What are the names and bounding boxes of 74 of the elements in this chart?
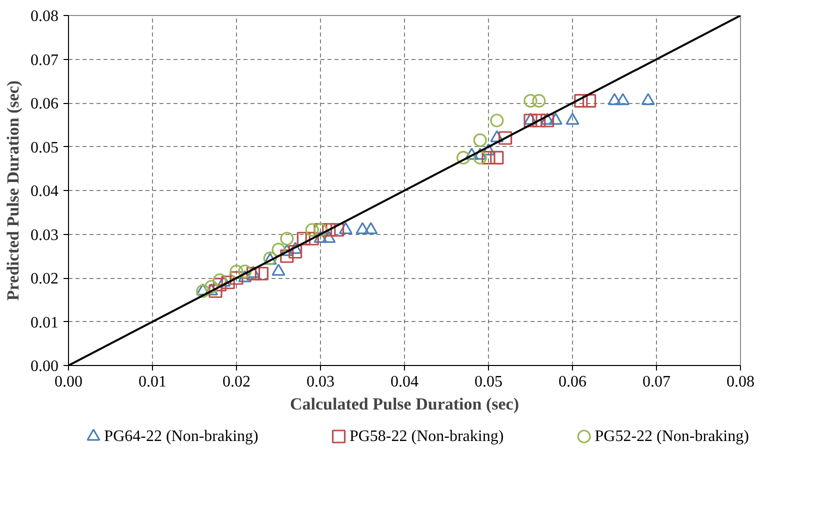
point [566,112,580,125]
x-tick-label: 0.07 [642,374,670,390]
point [330,223,344,237]
point [238,270,252,282]
point [608,93,622,106]
point [524,114,538,128]
point [490,150,504,164]
point [322,230,336,243]
y-tick-label: 0.05 [30,139,58,156]
point [532,94,546,108]
point [456,150,470,164]
point [482,150,496,164]
point [548,112,562,125]
x-tick-label: 0.01 [138,374,166,390]
point [280,249,294,263]
point [574,94,588,108]
point [356,222,370,234]
point [524,94,538,108]
point [238,264,252,278]
x-tick-label: 0.06 [558,374,586,390]
y-tick-label: 0.06 [30,96,58,112]
y-tick-label: 0.01 [30,314,58,332]
legend-label: PG52-22 (Non-braking) [594,428,749,445]
point [212,278,226,292]
point [212,273,226,287]
legend-label: PG64-22 (Non-braking) [104,428,258,445]
point [204,280,218,294]
legend-label: PG58-22 (Non-braking) [349,428,504,445]
y-tick-label: 0.04 [30,183,58,200]
x-axis-title: Calculated Pulse Duration (sec) [290,394,520,414]
point [364,222,378,234]
x-tick-label: 0.00 [54,374,82,390]
x-tick-label: 0.02 [222,374,250,390]
point [280,232,294,246]
point [473,133,487,147]
point [464,148,478,160]
point [196,284,210,298]
point [582,94,596,108]
point [230,271,244,285]
point [641,93,655,106]
point [305,223,319,237]
point [288,244,302,259]
point [616,93,630,106]
point [524,112,538,125]
x-tick-label: 0.05 [474,374,502,390]
point [540,114,554,128]
point [532,114,546,128]
point [314,230,328,243]
y-tick-label: 0.08 [30,8,58,25]
y-tick-label: 0.02 [30,270,58,288]
point [208,284,222,298]
y-tick-label: 0.03 [30,226,58,244]
point [272,264,286,276]
point [288,242,302,254]
point [254,266,268,280]
y-tick-label: 0.07 [30,52,58,69]
point [498,131,512,145]
point [490,130,504,142]
x-tick-label: 0.08 [726,374,754,390]
point [490,114,504,128]
point [322,223,336,237]
point [246,266,260,280]
x-tick-label: 0.03 [306,374,334,390]
x-tick-label: 0.04 [390,374,418,390]
point [482,143,496,156]
point [305,232,319,246]
point [473,150,487,164]
point [338,222,352,234]
y-tick-label: 0.00 [30,358,58,375]
y-axis-title: Predicted Pulse Duration (sec) [4,80,22,301]
point [221,276,235,290]
point [296,232,310,246]
point [230,264,244,278]
point [272,242,286,256]
